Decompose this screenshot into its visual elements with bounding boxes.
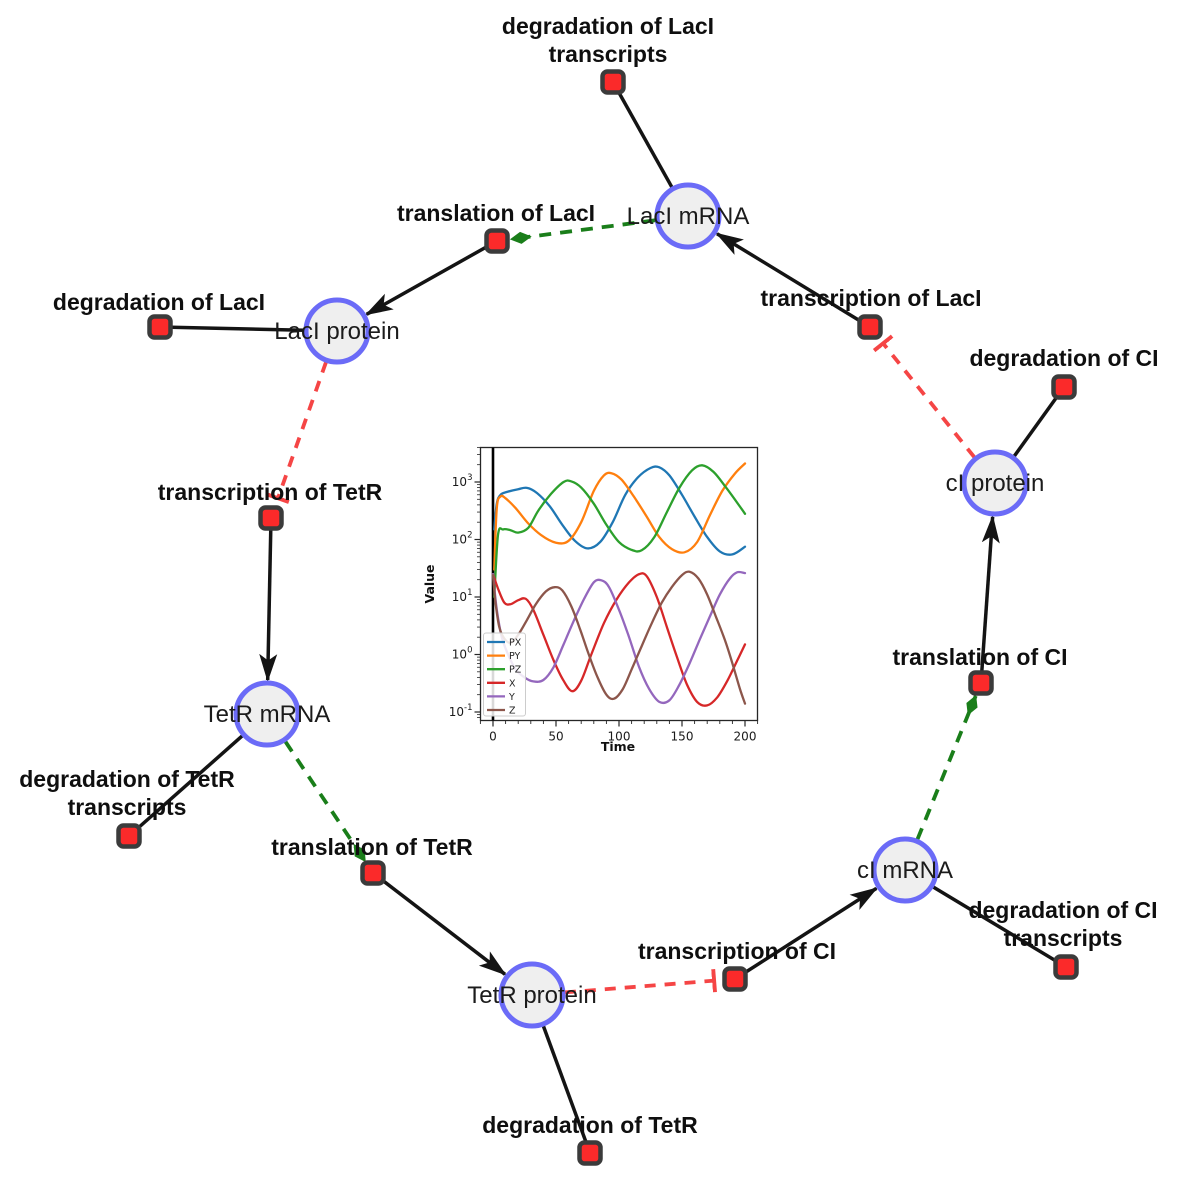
edge-tetr-protein-to-deg: [541, 1025, 592, 1154]
y-tick-label: 100: [452, 646, 473, 662]
species-node-ci-protein[interactable]: [961, 449, 1029, 517]
species-label-tetr-mrna: TetR mRNA: [204, 701, 331, 728]
legend-entry-Y: Y: [508, 692, 515, 703]
series-Y: [491, 570, 747, 705]
species-label-ci-mrna: cI mRNA: [857, 857, 953, 884]
edge-tetr-mrna-to-deg-transcripts: [127, 734, 244, 838]
nodes-layer: [116, 69, 1079, 1166]
chart-x-axis-label: Time: [601, 739, 635, 754]
reaction-node-translation-tetr[interactable]: [360, 860, 386, 886]
edge-laci-mrna-to-translation: [509, 218, 656, 244]
edge-laci-protein-to-deg: [159, 325, 305, 333]
reaction-label-transcription-ci: transcription of CI: [638, 938, 836, 964]
x-tick-label: 50: [548, 730, 563, 744]
edge-translation-ci-to-protein: [979, 514, 1000, 684]
species-node-ci-mrna[interactable]: [871, 836, 939, 904]
species-node-tetr-mrna[interactable]: [233, 680, 301, 748]
reaction-label-deg-laci-transcripts: degradation of LacI transcripts: [502, 13, 714, 67]
reaction-label-deg-ci-transcripts: degradation of CI transcripts: [968, 897, 1157, 951]
series-PZ: [493, 464, 747, 599]
edge-ci-protein-inhibits-laci: [872, 334, 976, 459]
reaction-node-deg-laci[interactable]: [147, 314, 173, 340]
node-labels-layer: LacI mRNA LacI protein cI protein TetR mRNA…: [19, 13, 1158, 1138]
series-PX: [493, 465, 747, 556]
reaction-node-translation-laci[interactable]: [484, 228, 510, 254]
reaction-node-transcription-tetr[interactable]: [258, 505, 284, 531]
series-X: [491, 572, 747, 707]
reaction-label-deg-laci: degradation of LacI: [53, 289, 265, 315]
species-node-laci-protein[interactable]: [303, 297, 371, 365]
edge-transcription-laci-to-mrna: [715, 232, 871, 329]
x-tick-label: 100: [608, 730, 631, 744]
reaction-node-deg-ci-transcripts[interactable]: [1053, 954, 1079, 980]
reaction-label-deg-ci: degradation of CI: [969, 345, 1158, 371]
edge-ci-mrna-to-translation: [915, 695, 978, 841]
reaction-node-deg-ci[interactable]: [1051, 374, 1077, 400]
y-tick-label: 101: [452, 588, 473, 604]
reaction-label-deg-tetr: degradation of TetR: [482, 1112, 698, 1138]
reaction-label-transcription-tetr: transcription of TetR: [158, 479, 383, 505]
edges-layer: [127, 81, 1067, 1154]
edge-laci-mrna-to-deg-transcripts: [611, 81, 674, 189]
x-tick-label: 200: [734, 730, 757, 744]
edge-transcription-ci-to-mrna: [734, 886, 879, 981]
edge-transcription-tetr-to-mrna: [259, 517, 278, 683]
reaction-label-translation-tetr: translation of TetR: [271, 834, 473, 860]
edge-translation-laci-to-protein: [364, 239, 498, 316]
edge-tetr-mrna-to-translation: [283, 740, 367, 863]
reaction-node-deg-tetr-transcripts[interactable]: [116, 823, 142, 849]
reaction-node-transcription-ci[interactable]: [722, 966, 748, 992]
legend-entry-X: X: [509, 678, 516, 689]
legend-entry-PZ: PZ: [509, 665, 522, 676]
species-label-tetr-protein: TetR protein: [467, 982, 596, 1009]
reaction-node-deg-tetr[interactable]: [577, 1140, 603, 1166]
reaction-label-translation-ci: translation of CI: [892, 644, 1067, 670]
edge-laci-protein-inhibits-tetr: [266, 361, 328, 504]
y-tick-label: 103: [452, 473, 473, 489]
x-tick-label: 150: [671, 730, 694, 744]
reaction-node-translation-ci[interactable]: [968, 670, 994, 696]
x-tick-label: 0: [489, 730, 497, 744]
reaction-label-translation-laci: translation of LacI: [397, 200, 595, 226]
chart-legend: PX PY PZ XYZ: [483, 632, 526, 717]
y-tick-label: 10-1: [449, 703, 473, 719]
embedded-chart: 0 50 100 150 200 10-1 100 101 102 103 PX PY PZ XYZ Ti…: [422, 446, 759, 754]
species-label-laci-mrna: LacI mRNA: [627, 203, 750, 230]
chart-y-axis-label: Value: [422, 564, 437, 603]
y-tick-label: 102: [452, 531, 473, 547]
series-PY: [493, 462, 747, 571]
series-Z: [491, 570, 747, 705]
species-node-laci-mrna[interactable]: [654, 182, 722, 250]
legend-entry-Z: Z: [509, 706, 516, 717]
edge-tetr-protein-inhibits-ci: [564, 969, 717, 995]
reaction-node-deg-laci-transcripts[interactable]: [600, 69, 626, 95]
reaction-node-transcription-laci[interactable]: [857, 314, 883, 340]
species-label-ci-protein: cI protein: [946, 470, 1045, 497]
reaction-label-transcription-laci: transcription of LacI: [760, 285, 981, 311]
species-node-tetr-protein[interactable]: [498, 961, 566, 1029]
legend-entry-PX: PX: [509, 638, 522, 649]
species-label-laci-protein: LacI protein: [274, 318, 399, 345]
edge-ci-mrna-to-deg-transcripts: [932, 885, 1067, 969]
legend-entry-PY: PY: [509, 651, 521, 662]
edge-translation-tetr-to-protein: [371, 871, 507, 976]
reaction-label-deg-tetr-transcripts: degradation of TetR transcripts: [19, 766, 235, 820]
